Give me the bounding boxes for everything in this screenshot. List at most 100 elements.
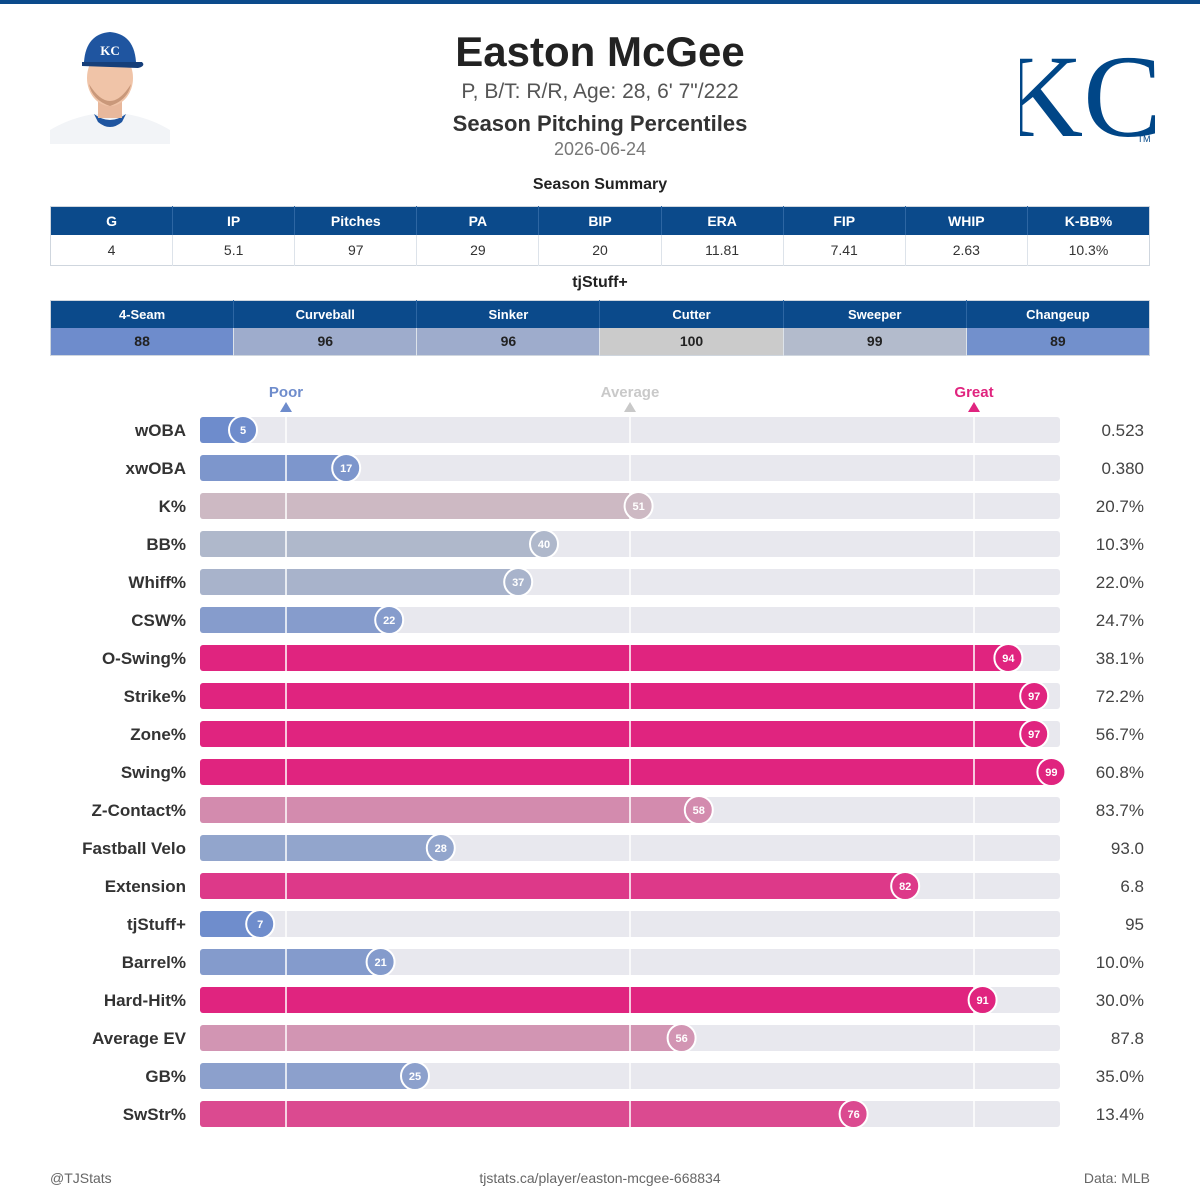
percentile-label-1: 17 <box>340 463 352 475</box>
marker-arrow-1 <box>624 402 636 412</box>
percentile-circle-3 <box>529 529 559 559</box>
stat-value-18: 13.4% <box>1096 1105 1144 1124</box>
percentile-label-12: 82 <box>899 881 911 893</box>
bar-7 <box>200 683 1035 709</box>
stat-value-17: 35.0% <box>1096 1067 1144 1086</box>
bar-18 <box>200 1101 854 1127</box>
marker-label-2: Great <box>954 384 993 401</box>
bar-8 <box>200 721 1035 747</box>
percentile-label-7: 97 <box>1028 691 1040 703</box>
category-label-10: Z-Contact% <box>92 801 186 820</box>
summary-value-8: 10.3% <box>1027 234 1150 266</box>
summary-header-8: K-BB% <box>1027 206 1150 235</box>
tjstuff-value-1: 96 <box>233 327 418 356</box>
percentile-label-17: 25 <box>409 1071 421 1083</box>
percentile-label-16: 56 <box>675 1033 687 1045</box>
percentile-label-14: 21 <box>374 957 386 969</box>
tjstuff-value-5: 89 <box>966 327 1150 356</box>
percentile-label-11: 28 <box>435 843 447 855</box>
bar-17 <box>200 1063 415 1089</box>
category-label-14: Barrel% <box>122 953 186 972</box>
percentile-circle-12 <box>890 871 921 901</box>
percentile-circle-15 <box>967 985 998 1015</box>
stat-value-9: 60.8% <box>1096 763 1144 782</box>
category-label-9: Swing% <box>121 763 186 782</box>
percentile-label-8: 97 <box>1028 729 1040 741</box>
bar-6 <box>200 645 1009 671</box>
svg-text:KC: KC <box>1020 31 1155 146</box>
stat-value-13: 95 <box>1125 915 1144 934</box>
percentile-chart: Poor Average Great wOBA 5 0.523 xwOBA 17 0.380 K%… <box>82 384 1144 1129</box>
stat-value-6: 38.1% <box>1096 649 1144 668</box>
percentile-label-3: 40 <box>538 539 550 551</box>
summary-header-6: FIP <box>783 206 906 235</box>
summary-value-2: 97 <box>294 234 418 266</box>
stat-value-12: 6.8 <box>1120 877 1144 896</box>
percentile-label-13: 7 <box>257 919 263 931</box>
svg-text:KC: KC <box>100 43 120 58</box>
player-headshot-icon: KC <box>50 26 170 144</box>
tjstuff-header-5: Changeup <box>966 300 1150 328</box>
percentile-circle-13 <box>245 909 276 939</box>
percentile-label-2: 51 <box>632 501 644 513</box>
tjstuff-value-0: 88 <box>50 327 235 356</box>
category-label-15: Hard-Hit% <box>104 991 186 1010</box>
summary-header-7: WHIP <box>905 206 1028 235</box>
footer-source: Data: MLB <box>1083 1170 1150 1186</box>
stat-value-2: 20.7% <box>1096 497 1144 516</box>
stat-value-3: 10.3% <box>1096 535 1144 554</box>
percentile-label-5: 22 <box>383 615 395 627</box>
bar-1 <box>200 455 347 481</box>
stat-value-14: 10.0% <box>1096 953 1144 972</box>
summary-title: Season Summary <box>532 176 668 193</box>
category-label-8: Zone% <box>130 725 186 744</box>
bar-4 <box>200 569 519 595</box>
percentile-circle-0 <box>228 415 258 445</box>
stat-value-1: 0.380 <box>1101 459 1144 478</box>
stat-value-15: 30.0% <box>1096 991 1144 1010</box>
bar-14 <box>200 949 381 975</box>
stat-value-7: 72.2% <box>1096 687 1144 706</box>
category-label-3: BB% <box>146 535 186 554</box>
category-label-7: Strike% <box>124 687 186 706</box>
percentile-circle-7 <box>1019 681 1050 711</box>
tjstuff-header-3: Cutter <box>599 300 784 328</box>
tjstuff-header-4: Sweeper <box>783 300 967 328</box>
percentile-label-18: 76 <box>847 1109 859 1121</box>
percentile-label-0: 5 <box>240 425 246 437</box>
percentile-circle-10 <box>683 795 714 825</box>
summary-header-3: PA <box>416 206 540 235</box>
stat-value-5: 24.7% <box>1096 611 1144 630</box>
stat-value-0: 0.523 <box>1101 421 1144 440</box>
bar-12 <box>200 873 906 899</box>
category-label-5: CSW% <box>131 611 186 630</box>
bar-15 <box>200 987 983 1013</box>
tjstuff-header-1: Curveball <box>233 300 418 328</box>
category-label-11: Fastball Velo <box>82 839 186 858</box>
tjstuff-header-0: 4-Seam <box>50 300 235 328</box>
category-label-17: GB% <box>145 1067 186 1086</box>
category-label-4: Whiff% <box>128 573 186 592</box>
percentile-circle-5 <box>374 605 405 635</box>
percentile-circle-2 <box>623 491 654 521</box>
percentile-circle-9 <box>1036 757 1067 787</box>
category-label-16: Average EV <box>92 1029 187 1048</box>
category-label-2: K% <box>159 497 186 516</box>
footer-handle: @TJStats <box>50 1170 112 1186</box>
summary-header-0: G <box>50 206 174 235</box>
marker-label-1: Average <box>601 384 660 401</box>
tjstuff-value-3: 100 <box>599 327 784 356</box>
tjstuff-header-2: Sinker <box>416 300 601 328</box>
percentile-circle-1 <box>331 453 362 483</box>
stat-value-8: 56.7% <box>1096 725 1144 744</box>
stat-value-4: 22.0% <box>1096 573 1144 592</box>
category-label-18: SwStr% <box>123 1105 186 1124</box>
marker-label-0: Poor <box>269 384 303 401</box>
summary-value-1: 5.1 <box>172 234 296 266</box>
bar-3 <box>200 531 544 557</box>
report-title: Season Pitching Percentiles <box>452 111 748 136</box>
summary-value-7: 2.63 <box>905 234 1028 266</box>
marker-arrow-0 <box>280 402 292 412</box>
bar-5 <box>200 607 390 633</box>
summary-value-0: 4 <box>50 234 174 266</box>
